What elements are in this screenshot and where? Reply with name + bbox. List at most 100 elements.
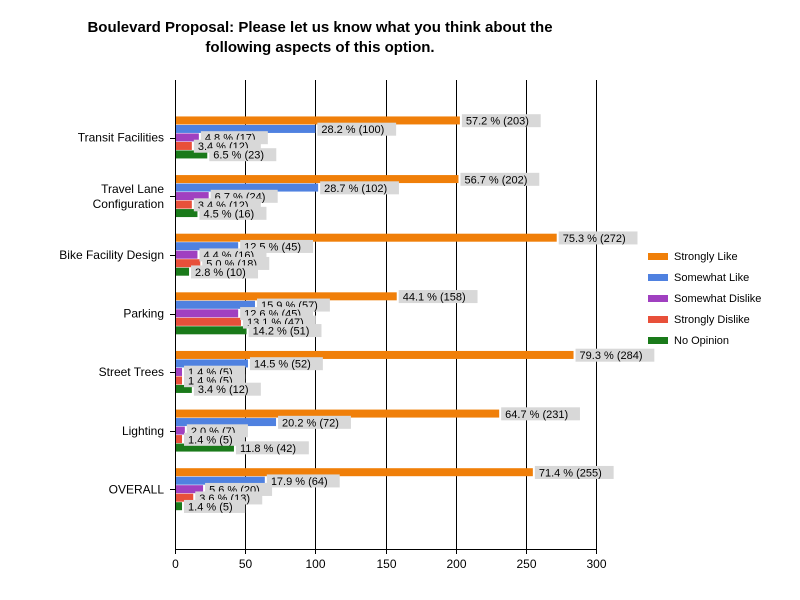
data-label-bg-1-4 bbox=[249, 357, 323, 371]
x-tick-label-200: 200 bbox=[446, 557, 466, 571]
data-label-bg-0-0 bbox=[461, 114, 541, 128]
legend-label: No Opinion bbox=[674, 334, 730, 347]
bar-no-opinion-2 bbox=[175, 267, 190, 276]
bar-somewhat-dislike-4 bbox=[175, 367, 183, 376]
bar-strongly-dislike-1 bbox=[175, 200, 192, 209]
data-label-no-opinion-3: 14.2 % (51) bbox=[253, 326, 310, 338]
data-label-strongly-like-2: 75.3 % (272) bbox=[563, 233, 626, 245]
legend-item-somewhat-like: Somewhat Like bbox=[648, 267, 761, 288]
bar-strongly-like-0 bbox=[175, 116, 460, 125]
legend-swatch bbox=[648, 295, 668, 302]
legend-item-somewhat-dislike: Somewhat Dislike bbox=[648, 288, 761, 309]
data-label-strongly-like-4: 79.3 % (284) bbox=[580, 350, 643, 362]
data-label-strongly-like-1: 56.7 % (202) bbox=[464, 174, 527, 186]
bar-somewhat-dislike-6 bbox=[175, 485, 204, 494]
bar-strongly-dislike-6 bbox=[175, 493, 194, 502]
data-label-bg-1-1 bbox=[320, 181, 399, 195]
data-label-bg-0-1 bbox=[460, 172, 540, 186]
data-label-no-opinion-1: 4.5 % (16) bbox=[203, 208, 254, 220]
data-label-bg-4-1 bbox=[199, 206, 267, 220]
bar-somewhat-dislike-3 bbox=[175, 309, 239, 318]
legend: Strongly Like Somewhat Like Somewhat Disli… bbox=[648, 246, 761, 351]
x-tick-label-300: 300 bbox=[586, 557, 606, 571]
legend-swatch bbox=[648, 274, 668, 281]
bar-somewhat-dislike-1 bbox=[175, 192, 209, 201]
data-label-somewhat-like-4: 14.5 % (52) bbox=[254, 359, 311, 371]
legend-label: Somewhat Dislike bbox=[674, 292, 762, 305]
data-label-no-opinion-6: 1.4 % (5) bbox=[188, 501, 233, 513]
bar-no-opinion-6 bbox=[175, 502, 183, 511]
bar-somewhat-like-1 bbox=[175, 183, 319, 192]
data-label-strongly-like-5: 64.7 % (231) bbox=[505, 409, 568, 421]
category-label-4-0: Street Trees bbox=[99, 365, 164, 379]
data-label-bg-4-2 bbox=[191, 265, 259, 279]
x-tick-label-0: 0 bbox=[172, 557, 179, 571]
bar-strongly-like-4 bbox=[175, 350, 574, 359]
bar-somewhat-like-5 bbox=[175, 418, 277, 427]
bar-no-opinion-1 bbox=[175, 209, 198, 218]
data-label-somewhat-like-5: 20.2 % (72) bbox=[282, 417, 339, 429]
x-tick-label-50: 50 bbox=[239, 557, 253, 571]
data-label-bg-4-5 bbox=[235, 441, 309, 455]
data-label-bg-0-2 bbox=[558, 231, 638, 245]
data-label-no-opinion-5: 11.8 % (42) bbox=[240, 443, 296, 455]
x-tick-label-150: 150 bbox=[376, 557, 396, 571]
bar-somewhat-like-2 bbox=[175, 242, 239, 251]
data-label-bg-0-4 bbox=[575, 348, 655, 362]
x-tick-label-100: 100 bbox=[305, 557, 325, 571]
category-label-5-0: Lighting bbox=[122, 424, 164, 438]
data-label-bg-0-6 bbox=[534, 465, 614, 479]
bar-strongly-dislike-2 bbox=[175, 259, 201, 268]
data-label-somewhat-like-0: 28.2 % (100) bbox=[321, 124, 384, 136]
x-tick-label-250: 250 bbox=[516, 557, 536, 571]
bar-strongly-dislike-3 bbox=[175, 317, 241, 326]
category-label-2-0: Bike Facility Design bbox=[59, 248, 164, 262]
bar-somewhat-like-0 bbox=[175, 124, 316, 133]
bar-somewhat-like-6 bbox=[175, 476, 265, 485]
bar-strongly-dislike-5 bbox=[175, 435, 183, 444]
bar-strongly-like-3 bbox=[175, 292, 397, 301]
legend-swatch bbox=[648, 253, 668, 260]
bar-strongly-dislike-4 bbox=[175, 376, 183, 385]
data-label-bg-0-3 bbox=[398, 290, 478, 304]
data-label-bg-4-3 bbox=[248, 324, 322, 338]
data-label-somewhat-like-6: 17.9 % (64) bbox=[271, 476, 328, 488]
legend-swatch bbox=[648, 337, 668, 344]
category-label-3-0: Parking bbox=[123, 307, 164, 321]
legend-item-strongly-dislike: Strongly Dislike bbox=[648, 309, 761, 330]
data-label-bg-4-4 bbox=[193, 382, 261, 396]
bar-no-opinion-5 bbox=[175, 443, 234, 452]
legend-item-no-opinion: No Opinion bbox=[648, 330, 761, 351]
category-label-0-0: Transit Facilities bbox=[78, 131, 164, 145]
data-label-bg-4-6 bbox=[184, 499, 246, 513]
data-label-somewhat-like-1: 28.7 % (102) bbox=[324, 183, 387, 195]
legend-label: Strongly Like bbox=[674, 250, 738, 263]
data-label-no-opinion-2: 2.8 % (10) bbox=[195, 267, 246, 279]
legend-label: Strongly Dislike bbox=[674, 313, 750, 326]
legend-label: Somewhat Like bbox=[674, 271, 750, 284]
bar-somewhat-like-3 bbox=[175, 300, 255, 309]
bar-somewhat-dislike-0 bbox=[175, 133, 199, 142]
legend-item-strongly-like: Strongly Like bbox=[648, 246, 761, 267]
category-label-6-0: OVERALL bbox=[109, 482, 165, 496]
bar-strongly-like-1 bbox=[175, 175, 459, 184]
category-label-1-1: Configuration bbox=[93, 197, 164, 211]
data-label-no-opinion-4: 3.4 % (12) bbox=[198, 384, 249, 396]
data-label-bg-4-0 bbox=[209, 148, 277, 162]
bar-strongly-like-5 bbox=[175, 409, 500, 418]
data-label-bg-1-6 bbox=[266, 474, 340, 488]
data-label-strongly-like-0: 57.2 % (203) bbox=[466, 116, 529, 128]
data-label-bg-1-5 bbox=[278, 415, 351, 429]
data-label-strongly-dislike-5: 1.4 % (5) bbox=[188, 434, 233, 446]
bar-somewhat-like-4 bbox=[175, 359, 248, 368]
chart-title-line-2: following aspects of this option. bbox=[205, 39, 435, 56]
bar-strongly-dislike-0 bbox=[175, 141, 192, 150]
bar-strongly-like-6 bbox=[175, 468, 533, 477]
bar-no-opinion-3 bbox=[175, 326, 247, 335]
chart-title: Boulevard Proposal: Please let us know w… bbox=[20, 18, 620, 58]
bar-somewhat-dislike-5 bbox=[175, 426, 185, 435]
bar-somewhat-dislike-2 bbox=[175, 250, 198, 259]
bar-no-opinion-4 bbox=[175, 384, 192, 393]
legend-swatch bbox=[648, 316, 668, 323]
